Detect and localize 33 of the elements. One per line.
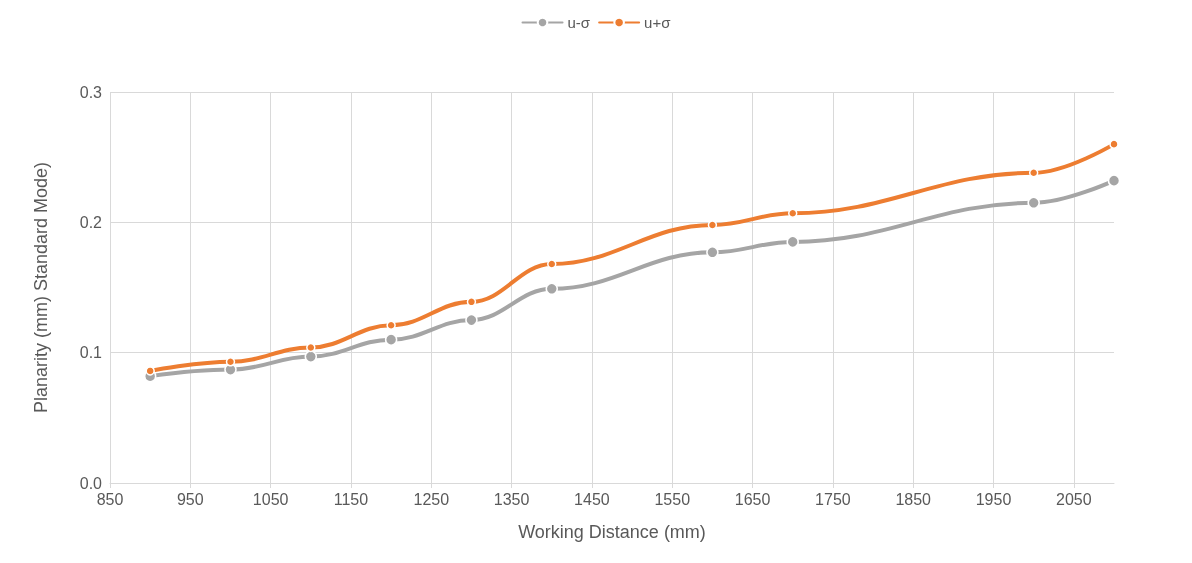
y-axis-title: Planarity (mm) Standard Mode)	[31, 161, 51, 414]
point	[547, 259, 557, 269]
point	[786, 235, 799, 249]
x-tick-label: 850	[96, 490, 124, 508]
x-tick-label: 1750	[815, 490, 851, 508]
y-tick-label: 0.2	[79, 213, 103, 231]
y-tick-label: 0.3	[79, 83, 103, 101]
x-tick-label: 1350	[493, 490, 530, 508]
y-tick-label: 0.0	[79, 474, 103, 492]
point	[707, 220, 718, 230]
x-tick-label: 1550	[654, 490, 691, 508]
x-tick-label: 1450	[574, 490, 610, 508]
x-axis-title: Working Distance (mm)	[518, 522, 706, 542]
point	[1109, 139, 1119, 149]
y-tick-label: 0.1	[79, 344, 103, 362]
point	[1027, 196, 1040, 210]
point	[1107, 174, 1121, 187]
point	[304, 350, 318, 363]
point	[225, 357, 236, 367]
x-tick-label: 950	[176, 490, 204, 508]
point	[465, 313, 478, 327]
x-tick-label: 1950	[975, 490, 1012, 508]
x-tick-label: 1250	[413, 490, 450, 508]
x-tick-label: 1050	[252, 490, 289, 508]
legend-label: u+σ	[644, 14, 672, 31]
x-tick-label: 1850	[895, 490, 932, 508]
point	[384, 333, 398, 346]
x-tick-label: 1150	[333, 490, 369, 508]
point	[145, 366, 155, 376]
x-tick-label: 2050	[1056, 490, 1092, 508]
point	[545, 282, 559, 296]
legend-label: u-σ	[567, 14, 591, 31]
x-tick-label: 1650	[734, 490, 771, 508]
